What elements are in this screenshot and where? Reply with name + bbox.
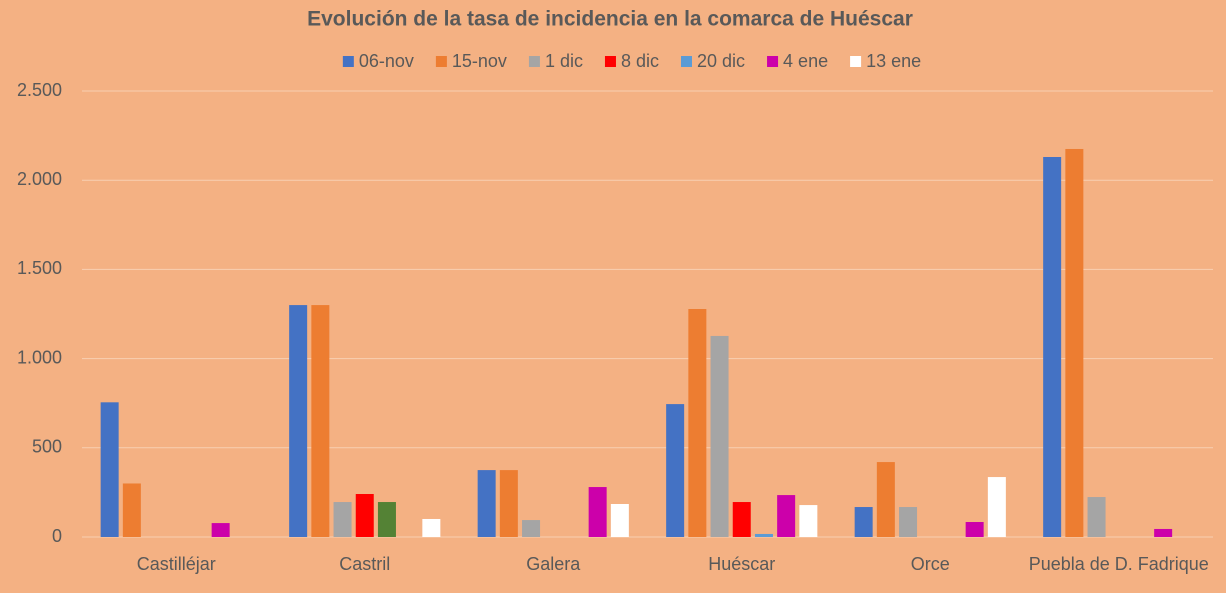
legend-swatch <box>850 56 862 67</box>
bar <box>610 503 629 537</box>
bar <box>1065 148 1084 538</box>
bar <box>211 523 230 537</box>
x-tick-label: Galera <box>526 554 581 574</box>
bar <box>965 522 984 537</box>
bar <box>477 470 496 537</box>
legend-swatch <box>528 56 540 67</box>
y-tick-label: 0 <box>52 526 62 546</box>
legend-swatch <box>342 56 354 67</box>
legend-label: 8 dic <box>621 51 659 71</box>
legend-label: 15-nov <box>452 51 507 71</box>
legend-label: 06-nov <box>359 51 414 71</box>
bar <box>1087 497 1106 537</box>
legend-label: 13 ene <box>866 51 921 71</box>
legend-label: 20 dic <box>697 51 745 71</box>
bar <box>588 487 607 537</box>
x-tick-label: Castril <box>339 554 390 574</box>
bar <box>122 483 141 537</box>
x-tick-label: Castilléjar <box>137 554 216 574</box>
x-tick-label: Orce <box>911 554 950 574</box>
legend-swatch <box>604 56 616 67</box>
y-tick-label: 2.000 <box>17 169 62 189</box>
bar <box>899 507 918 537</box>
bar <box>377 502 396 537</box>
bar <box>876 462 895 537</box>
bar <box>688 309 707 537</box>
y-tick-label: 1.500 <box>17 258 62 278</box>
bar <box>422 518 441 537</box>
y-tick-label: 1.000 <box>17 347 62 367</box>
bar <box>710 335 729 537</box>
bar <box>799 505 818 537</box>
bar <box>1154 528 1173 537</box>
bar <box>1043 157 1062 537</box>
bar <box>522 520 541 537</box>
bar <box>499 470 518 537</box>
legend-label: 4 ene <box>783 51 828 71</box>
bar <box>289 305 308 537</box>
bar <box>987 477 1006 537</box>
chart-title: Evolución de la tasa de incidencia en la… <box>307 8 913 31</box>
legend-swatch <box>435 56 447 67</box>
legend-swatch <box>767 56 779 67</box>
x-tick-label: Huéscar <box>708 554 775 574</box>
bar <box>777 495 796 537</box>
y-tick-label: 500 <box>32 437 62 457</box>
bar <box>100 402 119 537</box>
bar <box>666 404 685 537</box>
x-tick-label: Puebla de D. Fadrique <box>1029 554 1209 574</box>
bar <box>754 533 773 537</box>
bar <box>355 494 374 537</box>
legend-swatch <box>681 56 692 67</box>
bar <box>311 305 330 537</box>
bar <box>333 502 352 537</box>
legend-label: 1 dic <box>545 51 583 71</box>
bar <box>732 502 751 537</box>
bar <box>854 507 873 537</box>
y-tick-label: 2.500 <box>17 80 62 100</box>
